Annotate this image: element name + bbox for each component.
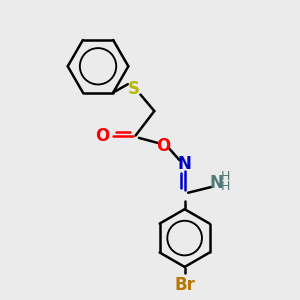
Text: S: S: [128, 80, 140, 98]
Text: N: N: [178, 155, 192, 173]
Text: N: N: [209, 174, 223, 192]
Text: H: H: [221, 170, 231, 183]
Text: Br: Br: [174, 276, 195, 294]
Text: O: O: [156, 137, 170, 155]
Text: O: O: [95, 127, 109, 145]
Text: H: H: [221, 181, 231, 194]
